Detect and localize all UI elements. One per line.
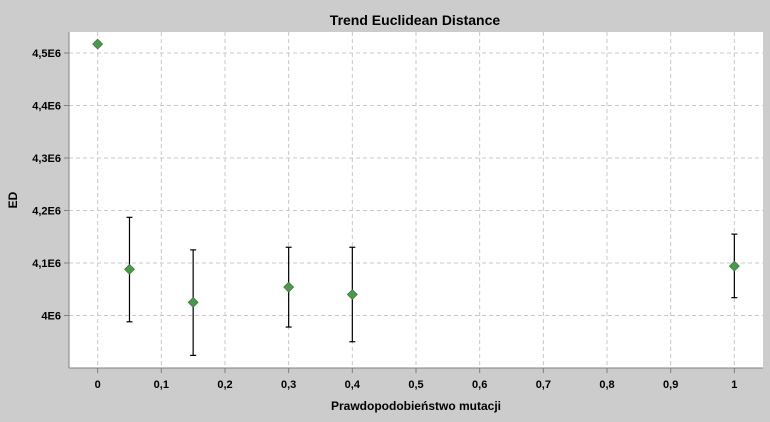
x-tick-label: 0 (95, 379, 101, 391)
x-tick-label: 0,9 (663, 379, 678, 391)
data-point (124, 263, 135, 275)
x-tick-label: 0,8 (599, 379, 614, 391)
y-tick-label: 4,2E6 (32, 206, 61, 218)
data-point (346, 289, 358, 300)
data-point (92, 38, 104, 50)
x-tick-label: 0,1 (154, 379, 169, 391)
x-axis-label: Prawdopodobieństwo mutacji (331, 399, 501, 413)
axes (64, 32, 763, 373)
x-tick-label: 0,4 (345, 379, 361, 391)
y-tick-label: 4,5E6 (32, 48, 61, 60)
x-tick-label: 0,3 (281, 379, 296, 391)
data-point (728, 260, 740, 272)
data-points (92, 38, 740, 308)
y-tick-label: 4E6 (41, 311, 61, 323)
grid (69, 32, 763, 368)
x-tick-label: 1 (731, 379, 737, 391)
y-tick-label: 4,1E6 (32, 258, 61, 270)
x-tick-label: 0,2 (217, 379, 232, 391)
y-axis-label: ED (6, 191, 20, 208)
y-tick-label: 4,3E6 (32, 153, 61, 165)
chart-title: Trend Euclidean Distance (330, 12, 501, 28)
y-tick-label: 4,4E6 (32, 101, 61, 113)
x-tick-label: 0,6 (472, 379, 487, 391)
tick-labels: 0 0,1 0,2 0,3 0,4 0,5 0,6 0,7 0,8 0,9 1 4E6 4,1E6 4,2… (32, 48, 737, 391)
x-tick-label: 0,7 (536, 379, 551, 391)
data-point (187, 296, 199, 308)
x-tick-label: 0,5 (408, 379, 423, 391)
data-point (283, 281, 295, 293)
